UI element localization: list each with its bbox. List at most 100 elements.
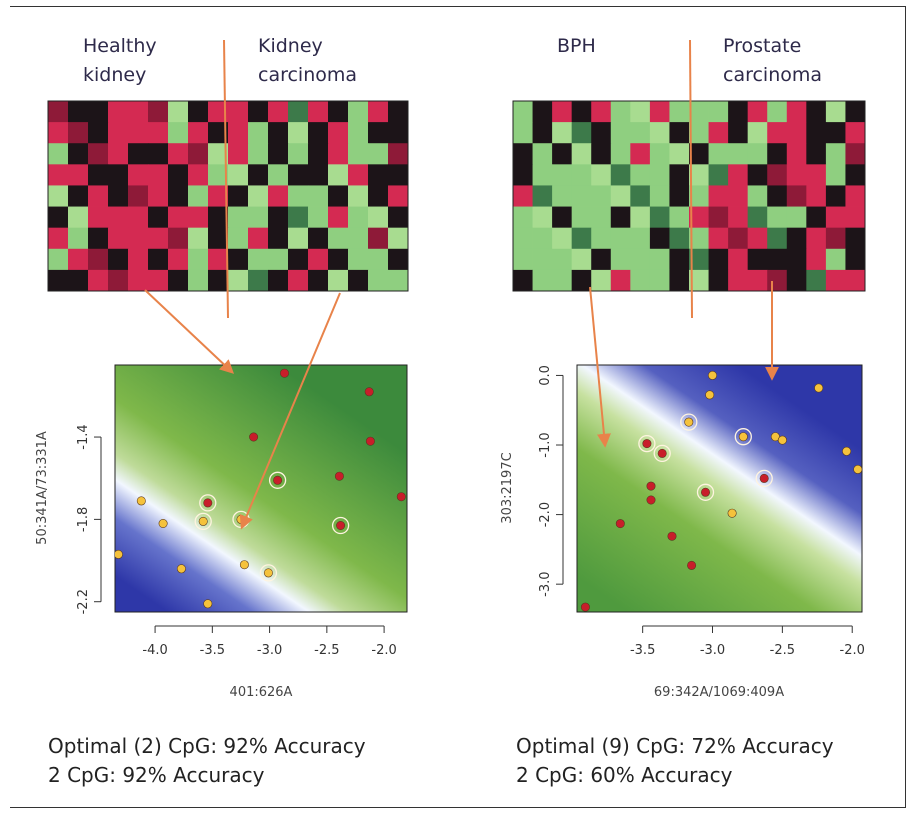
data-point — [687, 560, 697, 570]
heatmap-cell — [228, 122, 249, 144]
data-point — [853, 464, 862, 474]
heatmap-cell — [767, 269, 788, 292]
kidney-accuracy-2cpg: 2 CpG: 92% Accuracy — [48, 763, 265, 787]
heatmap-cell — [591, 206, 612, 229]
heatmap-cell — [630, 164, 651, 186]
heatmap-cell — [610, 185, 631, 207]
x-tick-label: -3.5 — [630, 643, 655, 658]
heatmap-cell — [188, 227, 209, 250]
heatmap-cell — [208, 269, 229, 292]
heatmap-cell — [689, 143, 709, 165]
heatmap-cell — [188, 143, 209, 165]
heatmap-cell — [228, 206, 249, 229]
frame-right-rule — [905, 6, 906, 808]
heatmap-cell — [308, 143, 329, 165]
heatmap-cell — [148, 164, 169, 186]
prostate-y-axis-label: 303:2197C — [500, 452, 515, 523]
heatmap-cell — [88, 227, 109, 250]
heatmap-cell — [591, 269, 612, 292]
heatmap-cell — [747, 185, 768, 207]
heatmap-cell — [767, 206, 788, 229]
data-point — [705, 390, 715, 400]
data-point — [667, 531, 677, 541]
heatmap-cell — [168, 206, 189, 229]
arrow-carcinoma-to-plot — [239, 292, 341, 530]
heatmap-cell — [669, 227, 690, 250]
highlight-ring — [734, 428, 752, 446]
heatmap-cell — [368, 248, 389, 271]
heatmap-cell — [228, 101, 249, 123]
heatmap-cell — [128, 269, 149, 292]
heatmap-cell — [348, 143, 369, 165]
heatmap-cell — [610, 143, 631, 165]
heatmap-cell — [268, 269, 289, 292]
kidney-heatmap — [47, 100, 409, 292]
heatmap-cell — [728, 269, 749, 292]
heatmap-cell — [747, 227, 768, 250]
heatmap-cell — [513, 185, 533, 207]
heatmap-cell — [786, 185, 807, 207]
heatmap-cell — [610, 122, 631, 144]
heatmap-cell — [68, 164, 89, 186]
heatmap-cell — [806, 122, 827, 144]
data-point — [176, 564, 186, 574]
heatmap-cell — [649, 227, 670, 250]
heatmap-cell — [513, 227, 533, 250]
heatmap-cell — [388, 122, 409, 144]
heatmap-cell — [532, 101, 553, 123]
heatmap-cell — [630, 227, 651, 250]
heatmap-cell — [88, 164, 109, 186]
heatmap-cell — [806, 269, 827, 292]
heatmap-cell — [288, 227, 309, 250]
heatmap-cell — [630, 206, 651, 229]
heatmap-cell — [148, 143, 169, 165]
heatmap-cell — [368, 227, 389, 250]
heatmap-cell — [591, 227, 612, 250]
heatmap-cell — [669, 143, 690, 165]
y-tick-label: 0.0 — [538, 365, 553, 386]
heatmap-cell — [348, 101, 369, 123]
heatmap-cell — [288, 206, 309, 229]
heatmap-cell — [308, 185, 329, 207]
heatmap-cell — [786, 143, 807, 165]
heatmap-cell — [88, 101, 109, 123]
prostate-accuracy-2cpg: 2 CpG: 60% Accuracy — [516, 763, 733, 787]
data-point — [615, 519, 625, 529]
kidney-axes: -4.0 -3.5 -3.0 -2.5 -2.0 -1.4 -1.8 -2.2 — [76, 424, 397, 658]
heatmap-cell — [571, 227, 592, 250]
heatmap-cell — [806, 248, 827, 271]
highlight-ring — [680, 413, 698, 431]
heatmap-cell — [728, 185, 749, 207]
heatmap-cell — [610, 269, 631, 292]
heatmap-cell — [786, 227, 807, 250]
heatmap-cell — [845, 227, 866, 250]
heatmap-cell — [845, 122, 866, 144]
data-point — [727, 508, 737, 518]
heatmap-cell — [728, 143, 749, 165]
heatmap-cell — [806, 164, 827, 186]
heatmap-cell — [806, 206, 827, 229]
heatmap-cell — [845, 164, 866, 186]
heatmap-cell — [228, 143, 249, 165]
heatmap-cell — [532, 185, 553, 207]
heatmap-cell — [767, 185, 788, 207]
heatmap-cell — [248, 185, 269, 207]
heatmap-cell — [513, 206, 533, 229]
heatmap-cell — [148, 122, 169, 144]
heatmap-cell — [368, 101, 389, 123]
heatmap-cell — [825, 101, 846, 123]
data-point — [136, 496, 146, 506]
heatmap-cell — [689, 185, 709, 207]
data-point — [396, 492, 406, 502]
heatmap-cell — [128, 101, 149, 123]
heatmap-cell — [128, 122, 149, 144]
kidney-accuracy-optimal: Optimal (2) CpG: 92% Accuracy — [48, 734, 366, 758]
x-tick-label: -2.5 — [314, 643, 339, 658]
heatmap-cell — [571, 269, 592, 292]
data-point — [642, 439, 652, 449]
heatmap-cell — [228, 269, 249, 292]
heatmap-cell — [513, 143, 533, 165]
heatmap-cell — [669, 248, 690, 271]
x-tick-label: -3.0 — [257, 643, 282, 658]
